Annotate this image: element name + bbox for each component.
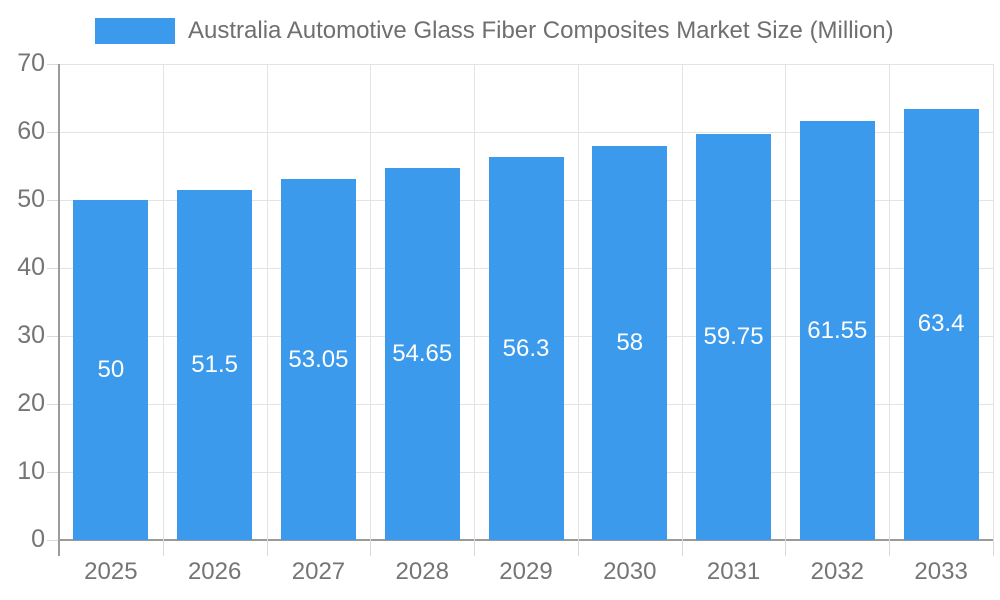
bar-value-label: 53.05 bbox=[288, 345, 349, 373]
vertical-gridline bbox=[370, 64, 372, 540]
horizontal-gridline bbox=[59, 132, 993, 133]
y-axis-tick bbox=[47, 404, 59, 405]
x-axis-label: 2028 bbox=[395, 558, 449, 585]
chart-title: Australia Automotive Glass Fiber Composi… bbox=[188, 17, 894, 44]
x-axis-tick bbox=[993, 540, 994, 556]
x-axis-tick bbox=[889, 540, 891, 556]
vertical-gridline bbox=[266, 64, 268, 540]
bar: 50 bbox=[73, 200, 149, 540]
x-axis-label: 2032 bbox=[810, 558, 865, 585]
y-axis-label: 20 bbox=[17, 389, 45, 417]
y-axis-tick bbox=[47, 540, 59, 541]
y-axis-tick bbox=[47, 64, 59, 65]
bar: 59.75 bbox=[696, 133, 772, 540]
y-axis-label: 40 bbox=[17, 253, 45, 281]
y-axis-tick bbox=[47, 336, 59, 337]
bar-value-label: 54.65 bbox=[392, 340, 453, 368]
bar-value-label: 59.75 bbox=[703, 322, 764, 350]
bar-value-label: 58 bbox=[616, 328, 644, 356]
bar-value-label: 51.5 bbox=[191, 350, 239, 378]
bar-value-label: 61.55 bbox=[807, 316, 868, 344]
y-axis-label: 70 bbox=[17, 49, 45, 77]
bar: 51.5 bbox=[177, 189, 253, 540]
x-axis-label: 2031 bbox=[706, 558, 761, 585]
vertical-gridline bbox=[681, 64, 683, 540]
x-axis-tick bbox=[266, 540, 268, 556]
y-axis-tick bbox=[47, 472, 59, 473]
bar: 61.55 bbox=[799, 121, 875, 540]
y-axis-label: 30 bbox=[17, 321, 45, 349]
x-axis-tick bbox=[785, 540, 787, 556]
x-axis-tick bbox=[162, 540, 164, 556]
vertical-gridline bbox=[162, 64, 164, 540]
y-axis-label: 60 bbox=[17, 117, 45, 145]
y-axis-line bbox=[58, 64, 60, 556]
vertical-gridline bbox=[577, 64, 579, 540]
x-axis-label: 2029 bbox=[499, 558, 553, 585]
x-axis-label: 2033 bbox=[914, 558, 968, 585]
x-axis-label: 2025 bbox=[84, 558, 138, 585]
bar: 54.65 bbox=[384, 168, 460, 540]
x-axis-tick bbox=[681, 540, 683, 556]
bar: 56.3 bbox=[488, 157, 564, 540]
legend: Australia Automotive Glass Fiber Composi… bbox=[95, 17, 894, 45]
legend-swatch bbox=[95, 18, 175, 44]
y-axis-tick bbox=[47, 132, 59, 133]
y-axis-label: 10 bbox=[17, 457, 45, 485]
bar-value-label: 56.3 bbox=[502, 334, 550, 362]
bar: 58 bbox=[592, 145, 668, 540]
horizontal-gridline bbox=[59, 64, 993, 65]
x-axis-label: 2030 bbox=[603, 558, 657, 585]
bar-value-label: 63.4 bbox=[917, 310, 965, 338]
bar: 63.4 bbox=[903, 108, 979, 540]
x-axis-tick bbox=[370, 540, 372, 556]
vertical-gridline bbox=[993, 64, 994, 540]
y-axis-tick bbox=[47, 268, 59, 269]
bar: 53.05 bbox=[280, 179, 356, 540]
bar-value-label: 50 bbox=[97, 356, 125, 383]
y-axis-tick bbox=[47, 200, 59, 201]
x-axis-label: 2026 bbox=[187, 558, 242, 585]
vertical-gridline bbox=[889, 64, 891, 540]
x-axis-label: 2027 bbox=[291, 558, 346, 585]
x-axis-tick bbox=[474, 540, 476, 556]
vertical-gridline bbox=[474, 64, 476, 540]
y-axis-label: 0 bbox=[31, 525, 45, 553]
x-axis-baseline bbox=[59, 539, 993, 541]
vertical-gridline bbox=[785, 64, 787, 540]
x-axis-tick bbox=[577, 540, 579, 556]
y-axis-label: 50 bbox=[17, 185, 45, 213]
